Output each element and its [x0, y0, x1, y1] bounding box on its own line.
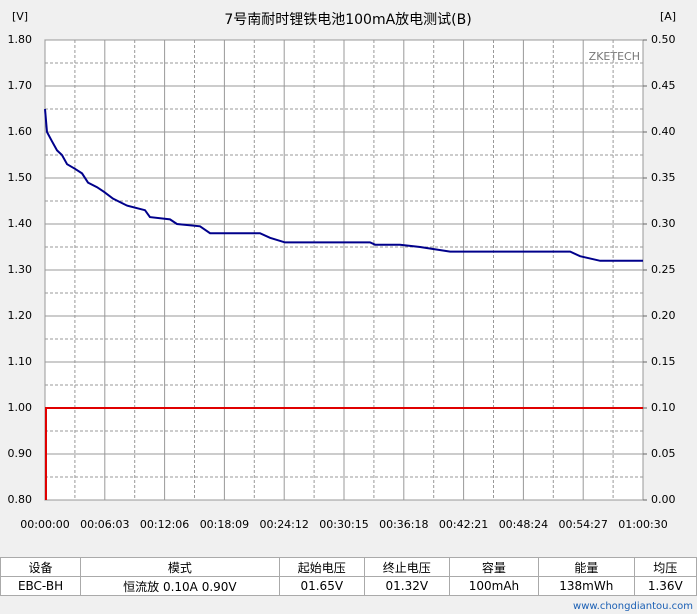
x-tick-label: 00:18:09: [200, 518, 249, 531]
y-tick-label: 0.80: [8, 493, 33, 506]
table-row: EBC-BH 恒流放 0.10A 0.90V 01.65V 01.32V 100mAh 1…: [0, 576, 697, 596]
y2-tick-label: 0.45: [651, 79, 676, 92]
table-header: 模式: [80, 557, 280, 577]
y-unit: [V]: [12, 10, 28, 23]
y-tick-label: 1.80: [8, 33, 33, 46]
y-tick-label: 1.30: [8, 263, 33, 276]
table-cell: 恒流放 0.10A 0.90V: [80, 576, 280, 596]
y2-tick-label: 0.05: [651, 447, 676, 460]
y-tick-label: 1.20: [8, 309, 33, 322]
x-tick-label: 00:06:03: [80, 518, 129, 531]
y-tick-label: 1.60: [8, 125, 33, 138]
y2-tick-label: 0.15: [651, 355, 676, 368]
y2-tick-label: 0.50: [651, 33, 676, 46]
data-line: [44, 407, 643, 500]
y2-unit: [A]: [660, 10, 676, 23]
y2-tick-label: 0.00: [651, 493, 676, 506]
y-tick-label: 1.70: [8, 79, 33, 92]
x-tick-label: 00:30:15: [319, 518, 368, 531]
table-cell: 100mAh: [448, 576, 540, 596]
y-tick-label: 0.90: [8, 447, 33, 460]
table-header: 能量: [538, 557, 635, 577]
table-cell: 1.36V: [633, 576, 697, 596]
table-header: 设备: [0, 557, 82, 577]
annotation: ZKETECH: [589, 50, 640, 63]
watermark: www.chongdiantou.com: [573, 601, 693, 612]
table-cell: 01.65V: [278, 576, 365, 596]
table-cell: 01.32V: [363, 576, 450, 596]
x-tick-label: 00:12:06: [140, 518, 189, 531]
y2-tick-label: 0.25: [651, 263, 676, 276]
x-tick-label: 00:54:27: [558, 518, 607, 531]
x-tick-label: 00:00:00: [20, 518, 69, 531]
table-header: 均压: [633, 557, 697, 577]
y2-tick-label: 0.40: [651, 125, 676, 138]
x-tick-label: 00:36:18: [379, 518, 428, 531]
table-cell: 138mWh: [538, 576, 635, 596]
y2-tick-label: 0.35: [651, 171, 676, 184]
y-tick-label: 1.50: [8, 171, 33, 184]
x-tick-label: 00:42:21: [439, 518, 488, 531]
table-header: 终止电压: [363, 557, 450, 577]
y2-tick-label: 0.30: [651, 217, 676, 230]
x-tick-label: 00:24:12: [259, 518, 308, 531]
table-header: 起始电压: [278, 557, 365, 577]
y-tick-label: 1.00: [8, 401, 33, 414]
table-cell: EBC-BH: [0, 576, 82, 596]
y-tick-label: 1.10: [8, 355, 33, 368]
y2-tick-label: 0.10: [651, 401, 676, 414]
chart-title: 7号南耐时锂铁电池100mA放电测试(B): [224, 12, 471, 28]
x-tick-label: 01:00:30: [618, 518, 667, 531]
y2-tick-label: 0.20: [651, 309, 676, 322]
table-header: 容量: [448, 557, 540, 577]
y-tick-label: 1.40: [8, 217, 33, 230]
data-line: [44, 108, 643, 262]
result-table: 设备 模式 起始电压 终止电压 容量 能量 均压 EBC-BH 恒流放 0.10A 0.90V 0…: [0, 557, 697, 596]
chart: 7号南耐时锂铁电池100mA放电测试(B) [V] [A] ZKETECH 00…: [8, 10, 677, 531]
x-tick-label: 00:48:24: [499, 518, 548, 531]
